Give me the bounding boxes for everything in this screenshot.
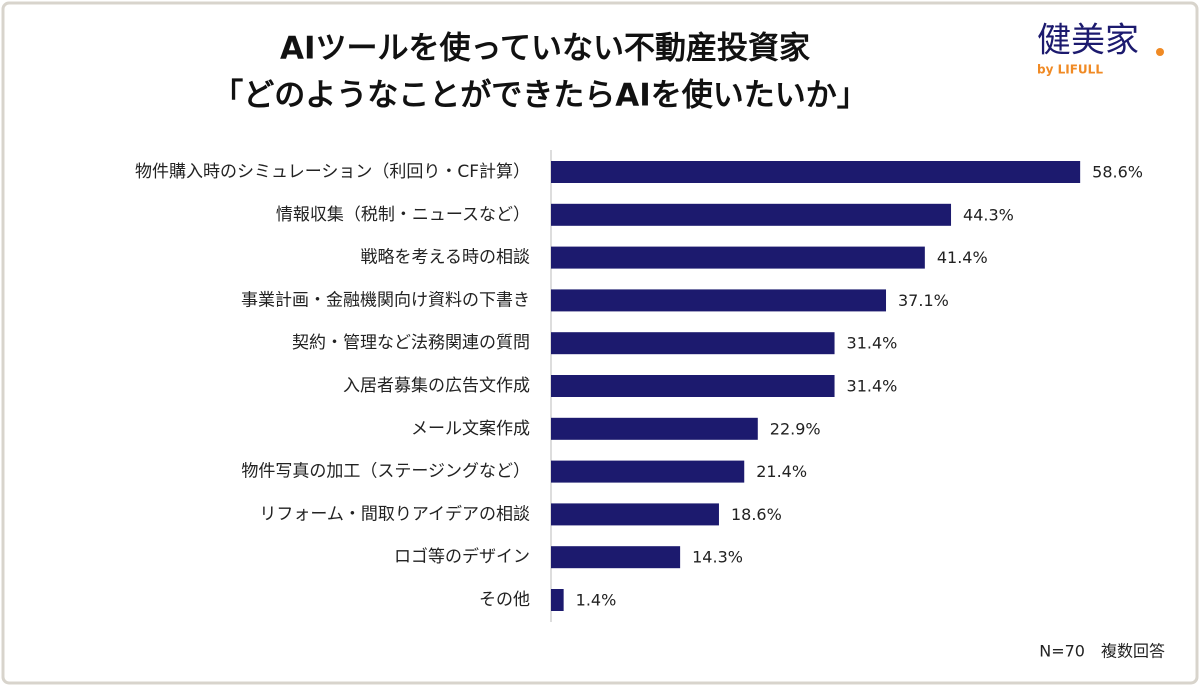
- value-label: 21.4%: [756, 462, 807, 481]
- value-label: 18.6%: [731, 505, 782, 524]
- bar: [551, 546, 681, 569]
- value-label: 44.3%: [963, 205, 1014, 224]
- bar: [551, 460, 745, 483]
- category-label: 事業計画・金融機関向け資料の下書き: [241, 290, 530, 310]
- value-label: 14.3%: [692, 548, 743, 567]
- value-label: 1.4%: [576, 591, 617, 610]
- bar: [551, 375, 835, 397]
- bar: [551, 246, 925, 269]
- bar: [551, 203, 952, 226]
- category-label: ロゴ等のデザイン: [394, 546, 530, 567]
- value-label: 22.9%: [770, 419, 821, 438]
- logo-dot: [1156, 48, 1164, 56]
- value-label: 37.1%: [898, 291, 949, 310]
- category-label: 情報収集（税制・ニュースなど）: [276, 205, 530, 225]
- category-label: 契約・管理など法務関連の質問: [292, 333, 530, 353]
- logo-sub: by LIFULL: [1037, 63, 1103, 77]
- logo-name: 健美家: [1037, 21, 1139, 61]
- bar: [551, 417, 758, 440]
- category-label: その他: [479, 590, 530, 610]
- category-label: 戦略を考える時の相談: [361, 248, 531, 268]
- value-label: 41.4%: [937, 248, 988, 267]
- chart-title: 「どのようなことができたらAIを使いたいか」: [212, 78, 868, 114]
- bar: [551, 161, 1081, 183]
- category-label: 物件写真の加工（ステージングなど）: [241, 462, 530, 482]
- value-label: 31.4%: [847, 334, 898, 353]
- category-label: 入居者募集の広告文作成: [343, 376, 530, 396]
- category-label: リフォーム・間取りアイデアの相談: [259, 503, 530, 524]
- bar: [551, 332, 835, 355]
- bar: [551, 503, 719, 526]
- bar: [551, 589, 564, 611]
- value-label: 58.6%: [1092, 163, 1143, 182]
- category-label: 物件購入時のシミュレーション（利回り・CF計算）: [135, 162, 530, 182]
- note: N=70 複数回答: [1039, 642, 1165, 661]
- category-label: メール文案作成: [411, 419, 530, 439]
- bar: [551, 289, 887, 312]
- chart-title: AIツールを使っていない不動産投資家: [280, 31, 810, 67]
- value-label: 31.4%: [847, 377, 898, 396]
